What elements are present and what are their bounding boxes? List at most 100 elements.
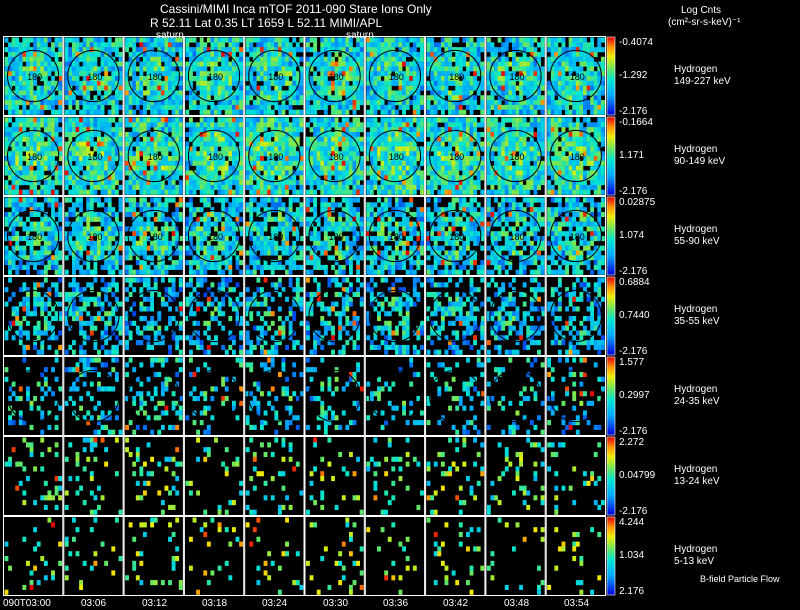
colorbar-max-label: -0.1664 [619, 117, 653, 128]
colorbar [606, 436, 616, 516]
panel-frame [244, 116, 305, 196]
planet-disk-outline [187, 369, 241, 423]
panel-frame [3, 356, 64, 436]
panel-frame [545, 276, 607, 356]
colorbar [606, 516, 616, 596]
disk-angle-label: 180 [449, 152, 464, 162]
colorbar-min-label: -2.176 [619, 426, 648, 437]
planet-disk-outline [549, 209, 602, 263]
panel-frame [485, 436, 546, 516]
planet-disk-outline [248, 129, 301, 183]
image-panel [123, 516, 184, 596]
panel-frame [244, 516, 305, 596]
colorbar [606, 116, 616, 196]
image-panel [244, 196, 305, 276]
colorbar-mid-label: 0.2997 [619, 390, 650, 401]
panel-frame [123, 36, 184, 116]
image-panel [364, 116, 426, 196]
panel-frame [3, 116, 64, 196]
planet-disk-outline [429, 129, 482, 183]
planet-disk-outline [429, 369, 482, 423]
planet-disk-outline [6, 49, 60, 103]
colorbar-mid-label: 1.074 [619, 230, 645, 241]
planet-disk-outline [187, 129, 241, 183]
panel-frame [485, 36, 546, 116]
planet-disk-outline [127, 369, 180, 423]
image-panel [545, 36, 607, 116]
planet-disk-outline [67, 369, 120, 423]
colorbar [606, 276, 616, 356]
planet-disk-outline [429, 289, 482, 343]
image-panel [63, 276, 124, 356]
image-panel [63, 356, 124, 436]
panel-frame [3, 196, 64, 276]
panel-frame [63, 516, 124, 596]
disk-angle-label: 180 [87, 152, 102, 162]
disk-angle-label: 180 [329, 232, 344, 242]
panel-frame [425, 116, 486, 196]
plot-title: Cassini/MIMI Inca mTOF 2011-090 Stare Io… [160, 2, 432, 16]
image-panel [304, 516, 365, 596]
species-label: Hydrogen [674, 224, 718, 235]
orbit-info: R 52.11 Lat 0.35 LT 1659 L 52.11 MIMI/AP… [150, 16, 383, 30]
planet-disk-outline [489, 49, 542, 103]
image-panel [63, 116, 124, 196]
planet-disk-outline [489, 369, 542, 423]
panel-frame [244, 276, 305, 356]
image-panel [485, 436, 546, 516]
disk-angle-label: 180 [208, 72, 223, 82]
colorbar-max-label: 0.02875 [619, 197, 656, 208]
planet-disk-outline [368, 129, 421, 183]
panel-frame [63, 116, 124, 196]
panel-frame [244, 356, 305, 436]
image-panel [183, 36, 245, 116]
colorbar-mid-label: 0.7440 [619, 310, 650, 321]
panel-frame [123, 276, 184, 356]
species-label: Hydrogen [674, 384, 718, 395]
image-panel [545, 196, 607, 276]
panel-frame [304, 196, 365, 276]
image-panel [183, 356, 245, 436]
colorbar-max-label: -0.4074 [619, 37, 653, 48]
disk-angle-label: 180 [510, 232, 525, 242]
colorbar-min-label: -2.176 [619, 186, 648, 197]
image-panel [3, 116, 64, 196]
panel-frame [63, 436, 124, 516]
planet-disk-outline [67, 129, 120, 183]
image-panel [123, 116, 184, 196]
time-tick-label: 03:48 [504, 598, 530, 609]
planet-disk-outline [248, 289, 301, 343]
image-panel [304, 36, 365, 116]
panel-frame [304, 516, 365, 596]
panel-frame [183, 276, 245, 356]
panel-frame [364, 516, 426, 596]
panel-frame [183, 356, 245, 436]
colorbar [606, 36, 616, 116]
panel-frame [3, 436, 64, 516]
time-tick-label: 03:24 [262, 598, 288, 609]
planet-disk-outline [6, 369, 60, 423]
image-panel [123, 276, 184, 356]
image-panel [425, 196, 486, 276]
image-panel [244, 276, 305, 356]
panel-frame [3, 276, 64, 356]
image-panel [183, 116, 245, 196]
time-tick-label: 090T03:00 [3, 598, 51, 609]
planet-disk-outline [308, 129, 361, 183]
colorbar-max-label: 4.244 [619, 517, 645, 528]
panel-frame [183, 116, 245, 196]
disk-angle-label: 180 [148, 232, 163, 242]
image-panel [63, 36, 124, 116]
colorbar [606, 356, 616, 436]
image-panel [545, 276, 607, 356]
panel-frame [304, 356, 365, 436]
image-panel [63, 196, 124, 276]
planet-disk-outline [67, 289, 120, 343]
energy-label: 13-24 keV [674, 476, 720, 487]
colorbar-mid-label: 1.171 [619, 150, 645, 161]
disk-angle-label: 180 [510, 152, 525, 162]
planet-disk-outline [248, 49, 301, 103]
time-tick-label: 03:30 [323, 598, 349, 609]
image-panel [183, 516, 245, 596]
image-panel [3, 516, 64, 596]
